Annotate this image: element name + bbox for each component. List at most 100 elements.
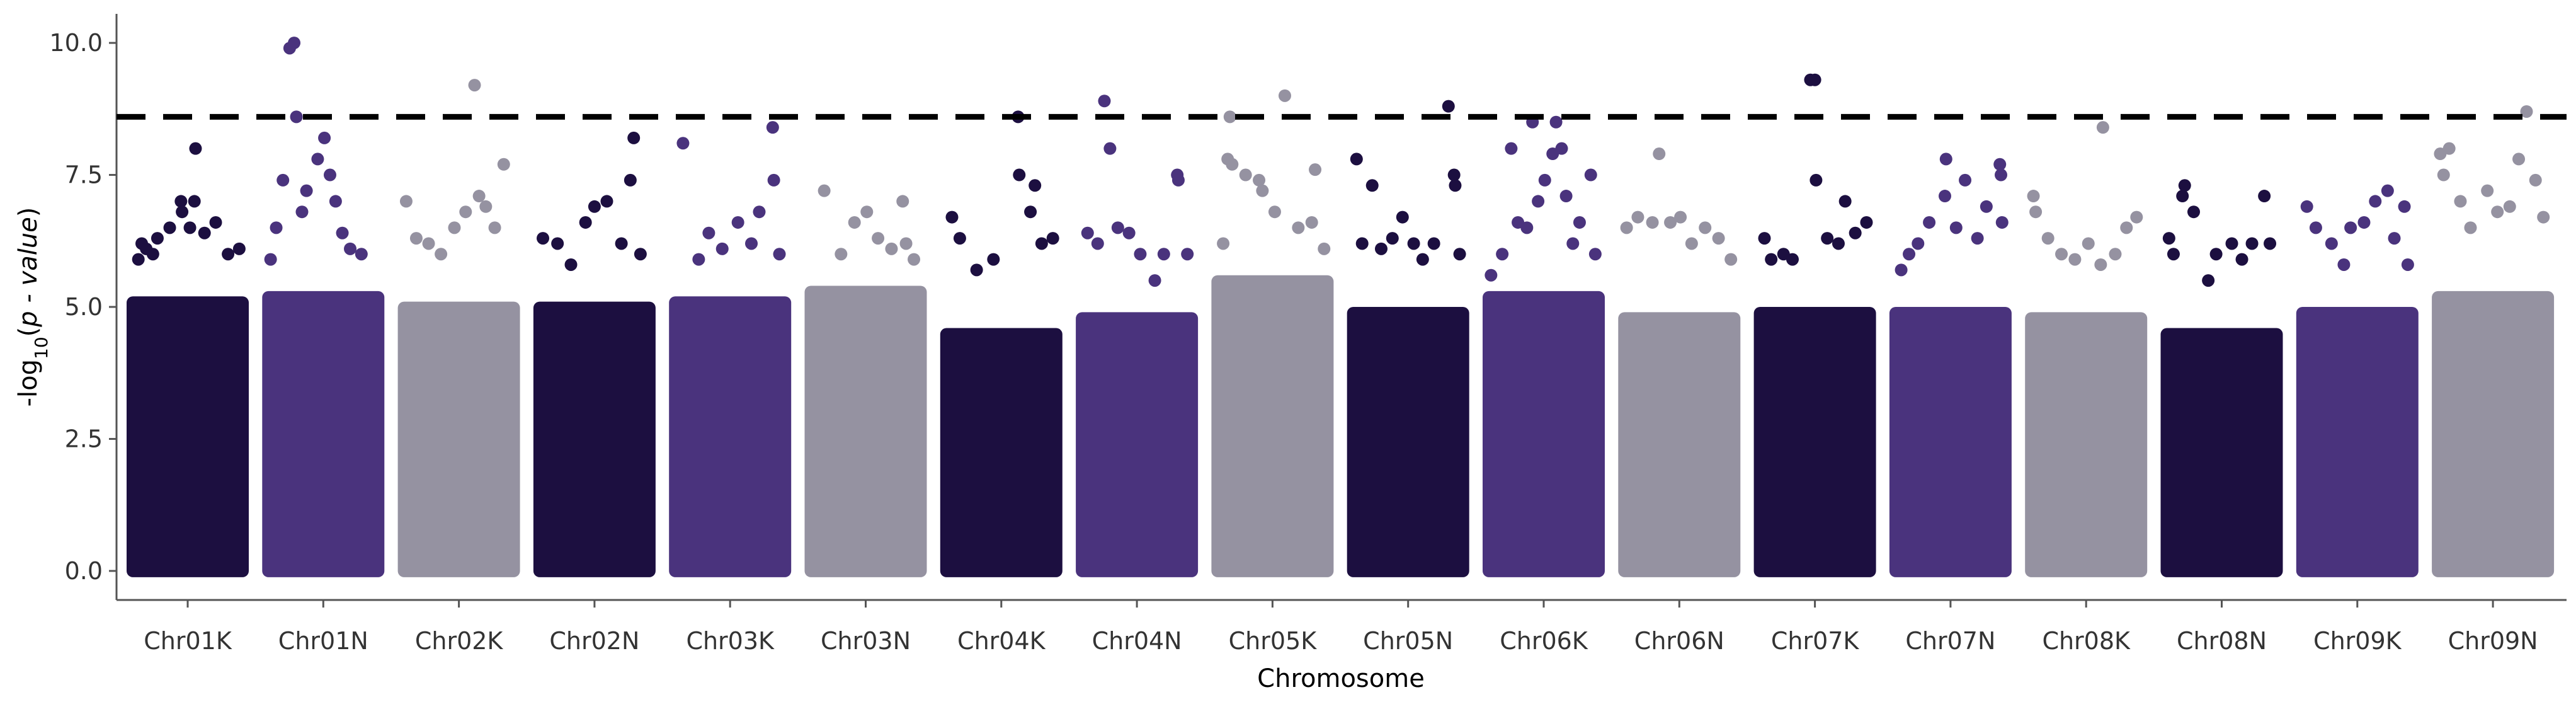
point-chr07k-5 [1808, 73, 1821, 86]
point-chr03k-7 [766, 121, 779, 134]
point-chr03n-8 [908, 253, 921, 266]
point-chr08n-11 [2264, 237, 2277, 250]
bulk-layer [127, 275, 2555, 577]
point-chr01k-8 [183, 221, 197, 234]
point-chr08k-10 [2130, 210, 2143, 224]
point-chr06k-10 [1555, 142, 1568, 155]
points-bulk-chr07k [1753, 307, 1876, 577]
point-chr07k-0 [1758, 232, 1771, 245]
point-chr02k-3 [435, 248, 448, 261]
point-chr01n-14 [355, 248, 368, 261]
point-chr09n-8 [2512, 153, 2526, 166]
point-chr05k-11 [1309, 163, 1322, 176]
point-chr01k-14 [232, 242, 246, 255]
point-chr05k-12 [1318, 242, 1331, 255]
points-bulk-chr01k [127, 296, 249, 577]
x-tick-label: Chr06K [1500, 627, 1588, 655]
point-chr05n-6 [1407, 237, 1420, 250]
x-tick-label: Chr05N [1363, 627, 1453, 655]
point-chr04k-5 [1013, 168, 1026, 182]
y-tick-label: 5.0 [65, 293, 103, 321]
x-tick-label: Chr09K [2313, 627, 2402, 655]
y-tick-label: 10.0 [49, 29, 103, 57]
point-chr02n-4 [588, 200, 601, 213]
point-chr05n-9 [1442, 100, 1455, 113]
point-chr01n-7 [300, 184, 313, 197]
point-chr07n-7 [1959, 173, 1972, 187]
point-chr08n-0 [2162, 232, 2175, 245]
point-chr09n-4 [2464, 221, 2477, 234]
point-chr04k-1 [953, 232, 966, 245]
points-bulk-chr08n [2160, 328, 2283, 577]
point-chr08n-8 [2235, 253, 2248, 266]
point-chr03k-9 [773, 248, 786, 261]
point-chr05k-3 [1226, 158, 1239, 171]
point-chr03k-6 [753, 205, 766, 219]
point-chr05k-9 [1292, 221, 1305, 234]
y-tick-label: 0.0 [65, 557, 103, 585]
point-chr08k-7 [2096, 121, 2109, 134]
points-bulk-chr03k [669, 296, 792, 577]
point-chr07n-4 [1939, 190, 1951, 203]
point-chr04n-7 [1148, 274, 1161, 287]
point-chr05n-12 [1453, 248, 1466, 261]
point-chr09k-6 [2369, 195, 2382, 208]
y-ticks: 0.0 2.5 5.0 7.5 10.0 [49, 29, 117, 585]
point-chr09k-7 [2381, 184, 2394, 197]
point-chr01n-13 [344, 242, 357, 255]
x-tick-label: Chr06N [1634, 627, 1724, 655]
point-chr03k-5 [745, 237, 758, 250]
point-chr01n-11 [329, 195, 342, 208]
point-chr01k-0 [132, 253, 145, 266]
point-chr02k-2 [422, 237, 435, 250]
point-chr07n-10 [1993, 158, 2007, 171]
point-chr06n-2 [1646, 216, 1659, 229]
point-chr06n-9 [1724, 253, 1738, 266]
point-chr07n-11 [1995, 168, 2007, 182]
point-chr06k-15 [1588, 248, 1602, 261]
point-chr05k-2 [1223, 110, 1236, 124]
point-chr08k-4 [2068, 253, 2082, 266]
point-chr05n-2 [1365, 179, 1379, 192]
point-chr07k-7 [1821, 232, 1834, 245]
point-chr04n-3 [1103, 142, 1117, 155]
point-chr04n-4 [1111, 221, 1124, 234]
point-chr04n-11 [1181, 248, 1194, 261]
point-chr05k-0 [1217, 237, 1230, 250]
point-chr02n-5 [600, 195, 613, 208]
point-chr07n-0 [1895, 263, 1908, 277]
point-chr06k-2 [1505, 142, 1518, 155]
x-tick-label: Chr07N [1905, 627, 1995, 655]
point-chr07n-8 [1971, 232, 1984, 245]
point-chr06k-4 [1520, 221, 1534, 234]
point-chr01k-13 [222, 248, 235, 261]
point-chr08k-2 [2041, 232, 2055, 245]
point-chr01k-4 [151, 232, 164, 245]
point-chr03k-8 [767, 173, 780, 187]
point-chr01k-12 [209, 216, 222, 229]
points-bulk-chr05n [1347, 307, 1469, 577]
point-chr06n-4 [1664, 216, 1677, 229]
point-chr06n-5 [1674, 210, 1687, 224]
point-chr01k-3 [146, 248, 159, 261]
point-chr07n-9 [1980, 200, 1993, 213]
point-chr01k-6 [174, 195, 188, 208]
x-tick-label: Chr03K [686, 627, 775, 655]
point-chr02k-1 [409, 232, 423, 245]
point-chr09k-5 [2357, 216, 2371, 229]
point-chr03k-0 [676, 137, 690, 150]
point-chr07k-3 [1786, 253, 1799, 266]
point-chr02n-7 [624, 173, 637, 187]
y-axis-title: -log10(p - value) [14, 207, 52, 407]
point-chr06n-8 [1712, 232, 1725, 245]
point-chr04k-7 [1029, 179, 1042, 192]
point-chr01k-5 [163, 221, 176, 234]
point-chr08k-9 [2120, 221, 2133, 234]
point-chr02n-3 [579, 216, 592, 229]
point-chr08n-2 [2176, 190, 2189, 203]
x-tick-label: Chr01K [144, 627, 232, 655]
x-tick-label: Chr03N [821, 627, 911, 655]
point-chr06n-1 [1631, 210, 1644, 224]
point-chr03n-2 [848, 216, 861, 229]
point-chr08k-5 [2082, 237, 2095, 250]
